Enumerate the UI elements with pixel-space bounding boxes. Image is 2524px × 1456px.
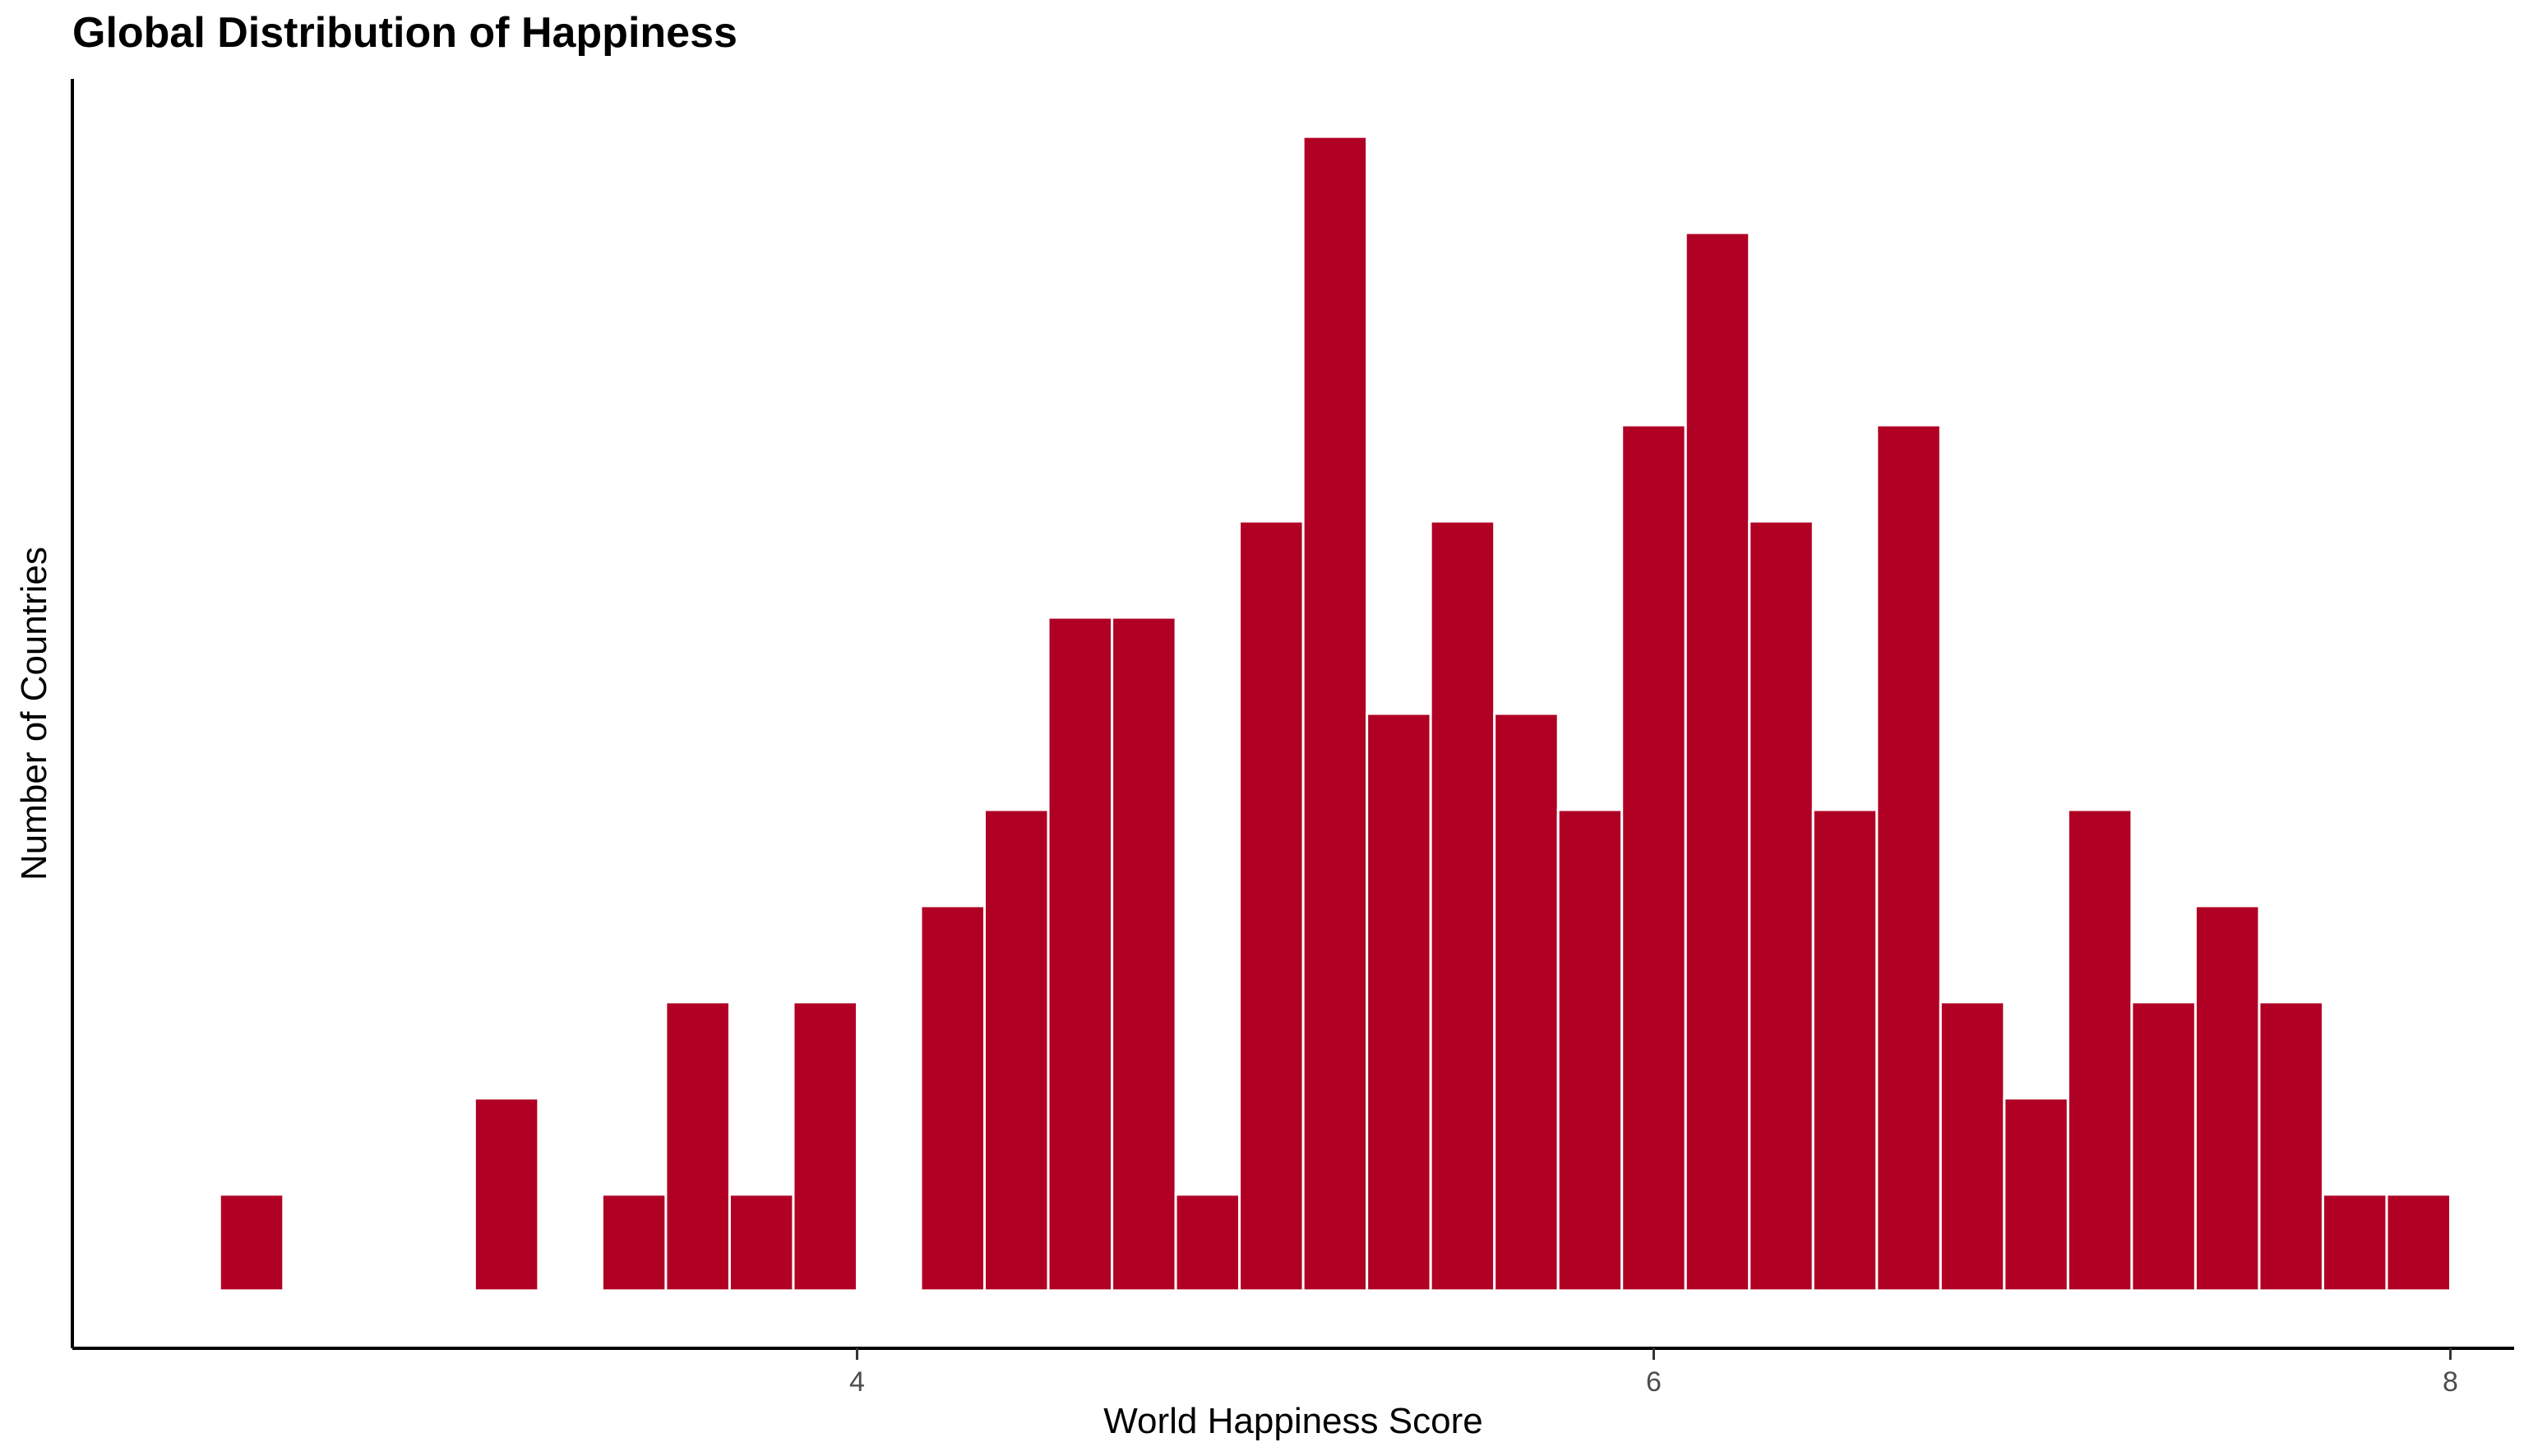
histogram-bar <box>1939 1001 2006 1292</box>
histogram-bar <box>1811 808 1879 1292</box>
x-axis-title: World Happiness Score <box>1103 1401 1482 1441</box>
histogram-bar <box>1366 712 1432 1292</box>
histogram-bar <box>1174 1193 1241 1292</box>
histogram-bar <box>218 1193 285 1292</box>
histogram-bar <box>2130 1001 2197 1292</box>
histogram-bar <box>2258 1001 2324 1292</box>
histogram-bar <box>1493 712 1560 1292</box>
histogram-bar <box>1301 135 1369 1292</box>
histogram-bar <box>1748 520 1814 1292</box>
histogram-bar <box>1620 423 1687 1292</box>
histogram-bar <box>2066 808 2133 1292</box>
y-axis-title: Number of Countries <box>14 547 54 881</box>
x-tick-label: 4 <box>849 1366 865 1398</box>
histogram-bar <box>1556 808 1624 1292</box>
histogram-bar <box>600 1193 668 1292</box>
histogram-bar <box>2321 1193 2388 1292</box>
histogram-bar <box>919 904 987 1292</box>
histogram-bar <box>664 1001 731 1292</box>
histogram-bar <box>1111 616 1177 1292</box>
histogram-bar <box>1047 616 1114 1292</box>
x-tick-label: 6 <box>1646 1366 1662 1398</box>
histogram-bar <box>792 1001 858 1292</box>
histogram-bar <box>2193 904 2261 1292</box>
histogram-bar <box>728 1193 795 1292</box>
bars-layer <box>218 135 2452 1292</box>
x-tick-label: 8 <box>2443 1366 2458 1398</box>
histogram-bar <box>1875 423 1942 1292</box>
histogram-bar <box>1238 520 1305 1292</box>
histogram-bar <box>1429 520 1496 1292</box>
histogram-bar <box>1684 231 1751 1292</box>
histogram-bar <box>2003 1097 2069 1292</box>
histogram-bar <box>473 1097 540 1292</box>
x-ticks: 4 6 8 <box>849 1348 2458 1398</box>
chart-title: Global Distribution of Happiness <box>72 9 737 57</box>
histogram-bar <box>983 808 1050 1292</box>
histogram-bar <box>2385 1193 2452 1292</box>
